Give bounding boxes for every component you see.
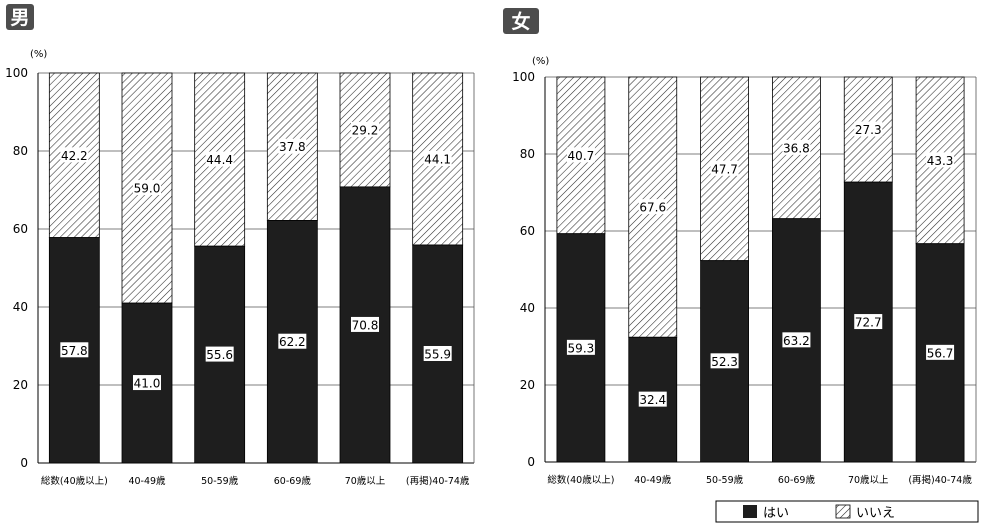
data-label-no: 59.0	[134, 182, 161, 196]
y-tick-label: 80	[13, 144, 28, 158]
y-tick-label: 40	[520, 301, 535, 315]
chart-panel-female: 女 (%) 0 20 40 60 80 100 59.3 40.7 総数(40歳以上) 32.4 6…	[503, 8, 977, 486]
legend-label: はい	[763, 506, 789, 521]
data-label-no: 43.3	[927, 154, 954, 168]
data-label-yes-box	[278, 333, 307, 349]
data-label-no-box	[854, 121, 883, 137]
legend: はい いいえ	[715, 500, 979, 523]
data-label-no-box	[133, 180, 161, 196]
x-tick-label: 60-69歳	[274, 475, 312, 487]
x-tick-label: 50-59歳	[201, 475, 239, 487]
data-label-yes-box	[423, 345, 452, 361]
data-label-no-box	[423, 150, 452, 166]
chart-title: 男	[10, 7, 29, 29]
title-badge	[6, 4, 34, 30]
data-label-yes-box	[710, 353, 739, 369]
data-label-yes: 32.4	[639, 393, 666, 407]
data-label-yes-box	[566, 339, 595, 355]
data-label-no-box	[926, 152, 955, 168]
data-label-no: 44.1	[424, 152, 451, 166]
legend-swatch-hatched	[835, 504, 851, 519]
x-tick-label: 総数(40歳以上)	[41, 475, 108, 487]
data-label-yes: 59.3	[568, 341, 595, 355]
y-tick-label: 20	[520, 378, 535, 392]
chart-panel-male: 男 (%) 0 20 40 60 80 100 57.8 42.2 総数(40歳以上) 41.0 5…	[5, 4, 475, 487]
title-badge	[503, 8, 539, 34]
x-tick-label: 40-49歳	[128, 475, 166, 487]
x-tick-label: (再掲)40-74歳	[908, 474, 972, 486]
data-label-yes-box	[205, 346, 234, 362]
y-tick-label: 40	[13, 300, 28, 314]
data-label-no: 37.8	[279, 140, 306, 154]
data-label-no-box	[351, 121, 379, 137]
y-tick-label: 100	[512, 70, 535, 84]
y-tick-label: 0	[527, 455, 535, 469]
data-label-no-box	[566, 147, 595, 163]
data-label-no-box	[205, 151, 234, 167]
y-tick-label: 0	[20, 456, 28, 470]
x-tick-label: 40-49歳	[634, 474, 672, 486]
data-label-yes-box	[638, 391, 667, 407]
y-axis-label: (%)	[532, 56, 549, 67]
data-label-no: 44.4	[206, 153, 233, 167]
bar-yes	[772, 218, 821, 463]
data-label-yes: 55.6	[206, 348, 233, 362]
x-tick-label: 60-69歳	[778, 474, 816, 486]
data-label-yes: 56.7	[927, 346, 954, 360]
legend-label: いいえ	[856, 506, 895, 521]
x-tick-label: 総数(40歳以上)	[547, 474, 614, 486]
x-tick-label: 70歳以上	[345, 475, 386, 487]
data-label-yes-box	[926, 344, 955, 360]
data-label-no-box	[638, 199, 667, 215]
chart-title: 女	[511, 10, 530, 33]
data-label-yes-box	[133, 375, 161, 391]
data-label-no-box	[782, 139, 811, 155]
data-label-yes: 63.2	[783, 334, 810, 348]
data-label-yes-box	[351, 316, 379, 332]
data-label-yes-box	[60, 342, 89, 358]
data-label-no: 47.7	[711, 162, 738, 176]
data-label-no: 42.2	[61, 149, 88, 163]
data-label-no: 36.8	[783, 141, 810, 155]
plot-area: 0 20 40 60 80 100 57.8 42.2 総数(40歳以上) 41.0 59.0 40-…	[5, 66, 475, 487]
plot-area: 0 20 40 60 80 100 59.3 40.7 総数(40歳以上) 32.4 67.6 40-…	[512, 70, 977, 486]
data-label-no-box	[278, 138, 307, 154]
data-label-no: 40.7	[568, 149, 595, 163]
y-tick-label: 60	[13, 222, 28, 236]
data-label-no: 27.3	[855, 123, 882, 137]
x-tick-label: (再掲)40-74歳	[406, 475, 470, 487]
legend-swatch-solid	[743, 505, 757, 518]
y-tick-label: 60	[520, 224, 535, 238]
data-label-yes: 55.9	[424, 347, 451, 361]
y-axis-label: (%)	[30, 49, 47, 60]
y-tick-label: 80	[520, 147, 535, 161]
y-tick-label: 20	[13, 378, 28, 392]
y-tick-label: 100	[5, 66, 28, 80]
x-tick-label: 70歳以上	[848, 474, 889, 486]
data-label-yes: 57.8	[61, 344, 88, 358]
data-label-yes: 52.3	[711, 355, 738, 369]
x-tick-label: 50-59歳	[706, 474, 744, 486]
data-label-yes-box	[854, 314, 883, 330]
data-label-yes: 62.2	[279, 335, 306, 349]
data-label-no-box	[710, 160, 739, 176]
data-label-yes: 41.0	[134, 377, 161, 391]
data-label-no: 67.6	[639, 201, 666, 215]
data-label-yes: 70.8	[352, 318, 379, 332]
data-label-yes-box	[782, 332, 811, 348]
data-label-yes: 72.7	[855, 316, 882, 330]
data-label-no: 29.2	[352, 123, 379, 137]
data-label-no-box	[60, 147, 89, 163]
